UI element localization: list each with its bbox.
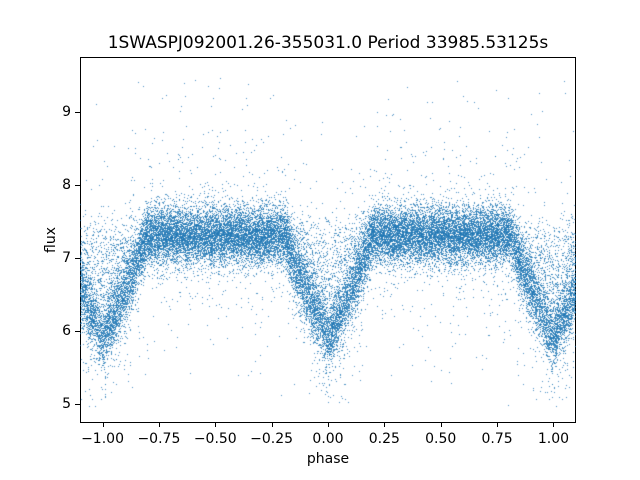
x-tick-label: −0.25 bbox=[250, 431, 294, 447]
y-tick-label: 7 bbox=[62, 250, 71, 267]
x-tick-label: −0.50 bbox=[193, 431, 237, 447]
y-tick-mark bbox=[75, 404, 80, 405]
y-tick-mark bbox=[75, 258, 80, 259]
y-axis-label: flux bbox=[43, 227, 59, 253]
x-tick-mark bbox=[497, 423, 498, 427]
x-tick-mark bbox=[384, 423, 385, 427]
y-tick-mark bbox=[75, 185, 80, 186]
x-tick-label: 0.00 bbox=[312, 431, 344, 447]
x-tick-mark bbox=[272, 423, 273, 427]
y-tick-label: 8 bbox=[62, 177, 71, 194]
x-tick-label: 0.25 bbox=[368, 431, 400, 447]
x-tick-label: −0.75 bbox=[137, 431, 181, 447]
x-tick-label: 1.00 bbox=[537, 431, 570, 447]
y-tick-label: 5 bbox=[62, 396, 71, 413]
x-axis-label: phase bbox=[306, 451, 350, 467]
x-tick-mark bbox=[441, 423, 442, 427]
scatter-canvas bbox=[80, 57, 576, 423]
x-tick-label: 0.75 bbox=[481, 431, 513, 447]
plot-title: 1SWASPJ092001.26-355031.0 Period 33985.5… bbox=[107, 33, 549, 53]
x-tick-mark bbox=[328, 423, 329, 427]
y-tick-mark bbox=[75, 112, 80, 113]
x-tick-mark bbox=[215, 423, 216, 427]
x-tick-label: −1.00 bbox=[81, 431, 124, 447]
x-tick-label: 0.50 bbox=[425, 431, 457, 447]
x-tick-mark bbox=[103, 423, 104, 427]
x-tick-mark bbox=[553, 423, 554, 427]
y-tick-mark bbox=[75, 331, 80, 332]
y-tick-label: 9 bbox=[62, 104, 71, 121]
x-tick-mark bbox=[159, 423, 160, 427]
y-tick-label: 6 bbox=[62, 323, 71, 340]
